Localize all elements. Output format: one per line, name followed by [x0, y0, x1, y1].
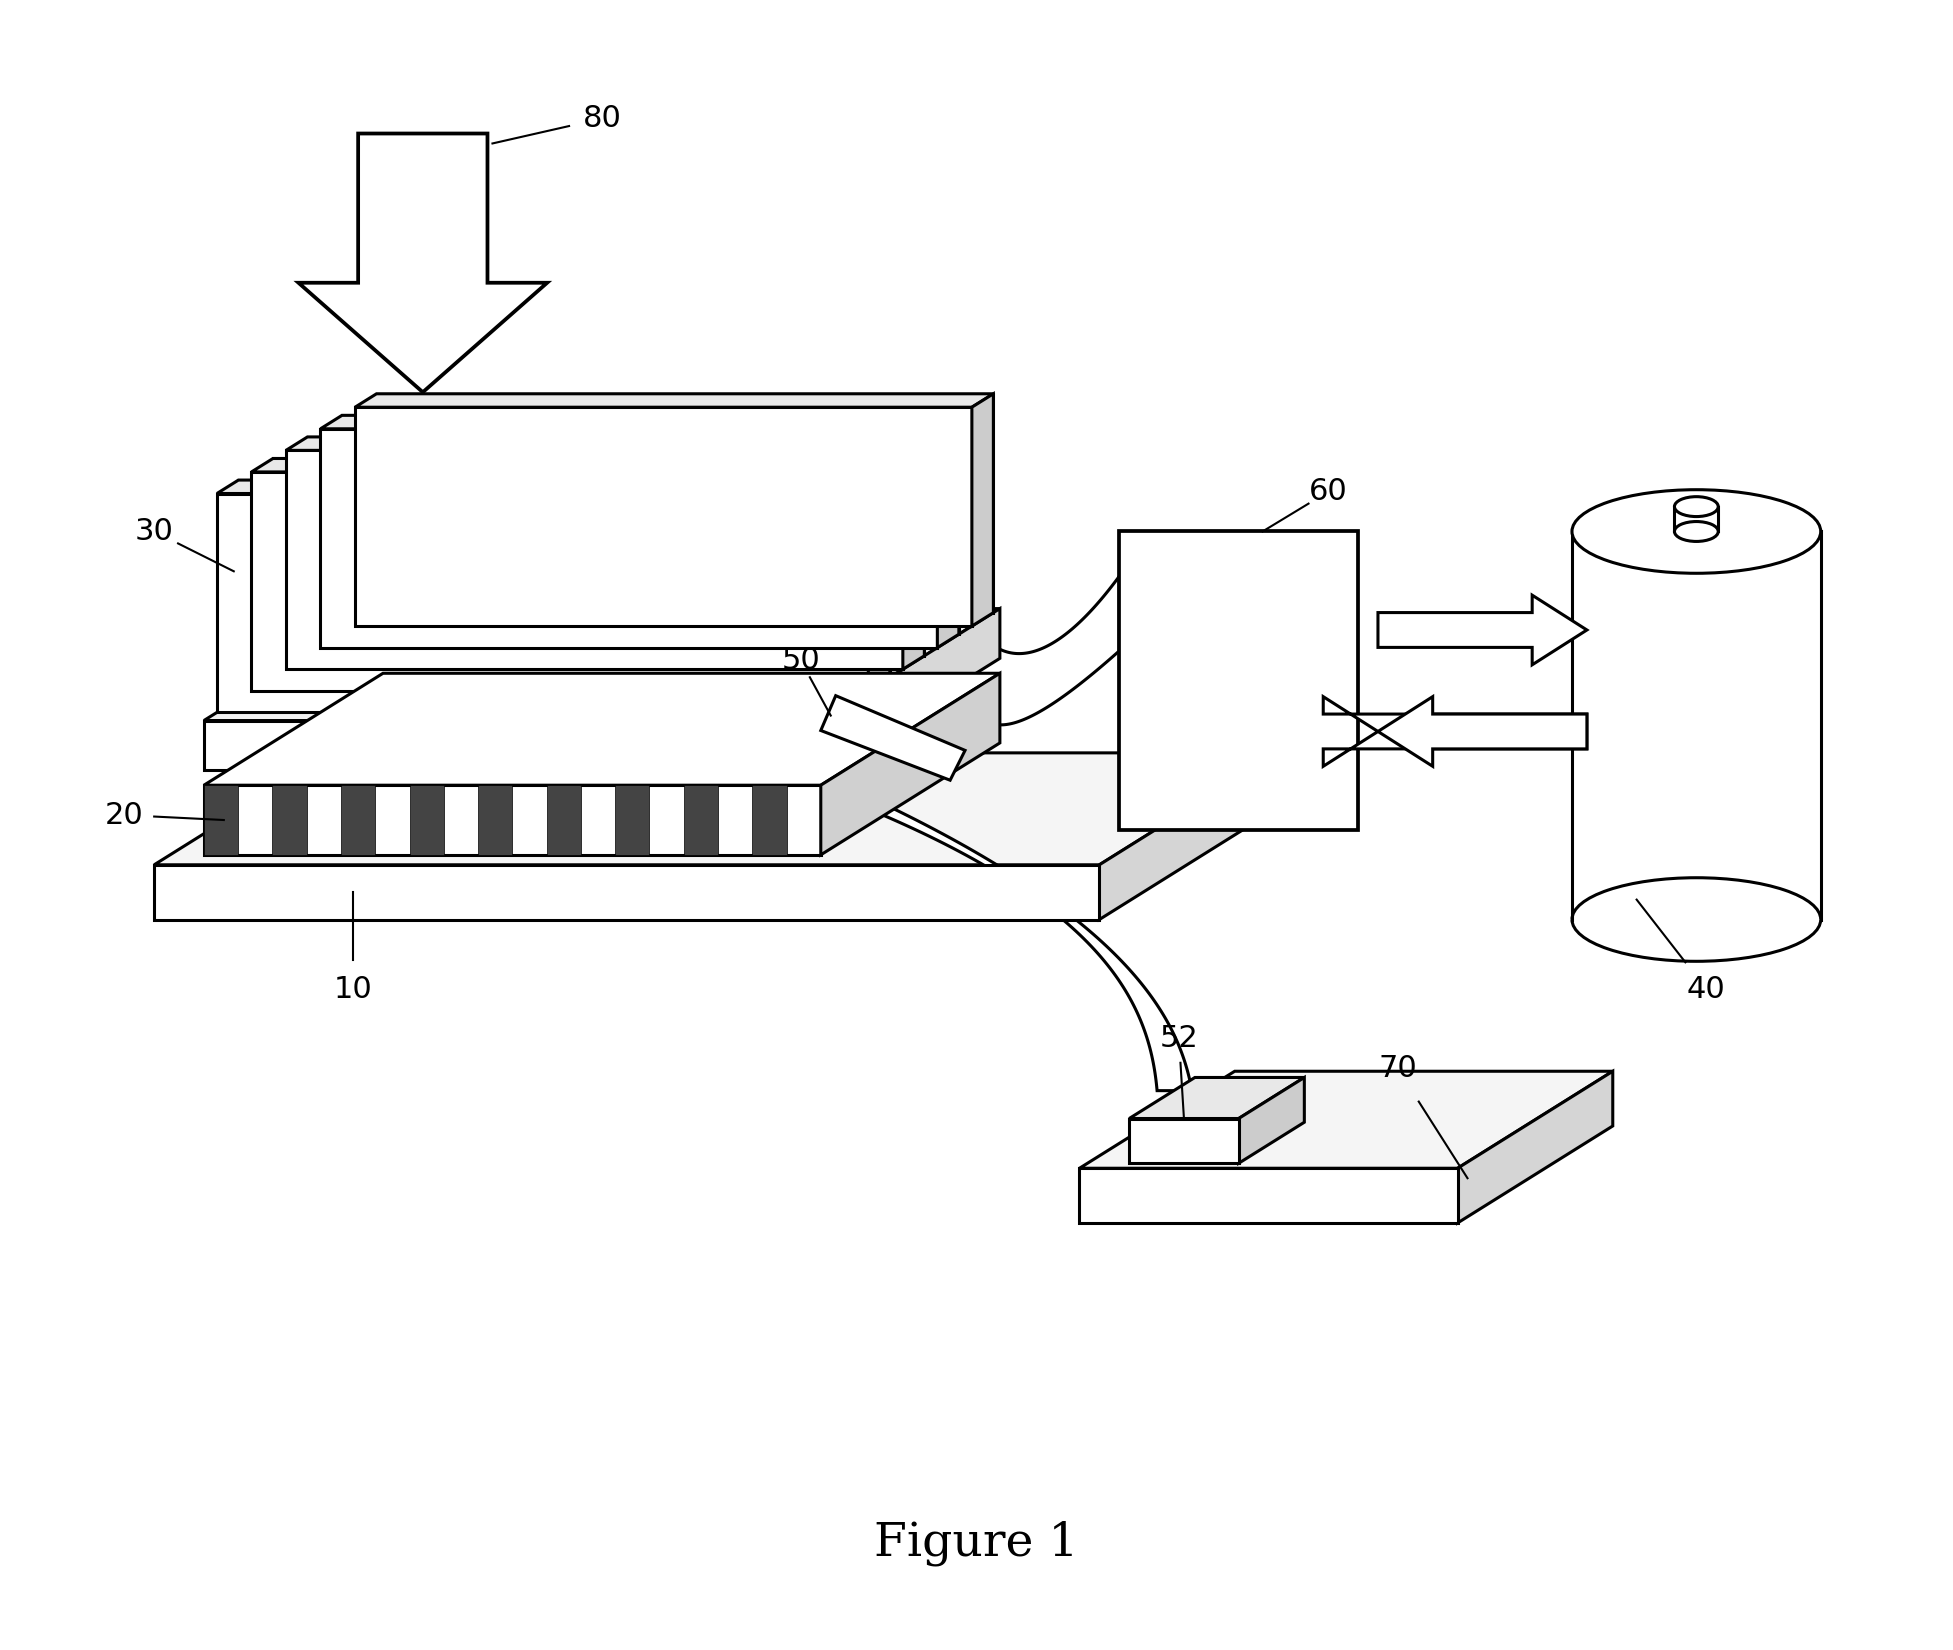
Text: 40: 40 — [1687, 975, 1726, 1003]
Polygon shape — [342, 785, 375, 855]
Polygon shape — [820, 609, 1000, 771]
Polygon shape — [1080, 1168, 1457, 1223]
Polygon shape — [273, 459, 891, 678]
Polygon shape — [973, 394, 994, 625]
Polygon shape — [203, 721, 820, 771]
Polygon shape — [820, 696, 965, 780]
Polygon shape — [971, 576, 1119, 724]
Polygon shape — [1129, 1119, 1238, 1163]
Polygon shape — [355, 408, 973, 625]
Polygon shape — [320, 416, 959, 429]
Polygon shape — [285, 437, 924, 450]
Polygon shape — [342, 416, 959, 634]
Polygon shape — [252, 459, 891, 472]
Polygon shape — [355, 394, 994, 408]
Polygon shape — [902, 437, 924, 670]
Polygon shape — [1324, 696, 1588, 766]
Polygon shape — [752, 785, 787, 855]
Polygon shape — [285, 450, 902, 670]
Polygon shape — [840, 797, 1191, 1091]
Text: 50: 50 — [781, 647, 820, 675]
Ellipse shape — [1572, 490, 1820, 573]
Polygon shape — [1080, 1071, 1613, 1168]
Polygon shape — [547, 785, 580, 855]
Polygon shape — [937, 416, 959, 648]
Polygon shape — [154, 752, 1279, 865]
Polygon shape — [478, 785, 512, 855]
Polygon shape — [203, 609, 1000, 721]
Polygon shape — [217, 493, 834, 713]
Polygon shape — [203, 673, 1000, 785]
Text: 70: 70 — [1379, 1054, 1418, 1084]
Ellipse shape — [1674, 521, 1719, 541]
Text: 80: 80 — [582, 104, 621, 134]
Polygon shape — [1572, 531, 1820, 919]
Polygon shape — [834, 480, 855, 713]
Text: Figure 1: Figure 1 — [873, 1521, 1078, 1566]
Polygon shape — [1379, 596, 1588, 665]
Polygon shape — [615, 785, 650, 855]
Polygon shape — [1457, 1071, 1613, 1223]
Polygon shape — [1379, 696, 1588, 766]
Polygon shape — [1100, 752, 1279, 919]
Polygon shape — [203, 785, 820, 855]
Text: 52: 52 — [1160, 1025, 1199, 1053]
Ellipse shape — [1674, 497, 1719, 516]
Polygon shape — [320, 429, 937, 648]
Polygon shape — [154, 865, 1100, 919]
Polygon shape — [299, 134, 547, 393]
Polygon shape — [1238, 1077, 1305, 1163]
Polygon shape — [869, 459, 891, 691]
Text: 10: 10 — [334, 975, 373, 1003]
Polygon shape — [252, 472, 869, 691]
Text: 30: 30 — [135, 516, 174, 546]
Polygon shape — [684, 785, 719, 855]
Polygon shape — [1129, 1077, 1305, 1119]
Polygon shape — [410, 785, 443, 855]
Polygon shape — [238, 480, 855, 700]
Polygon shape — [377, 394, 994, 612]
Polygon shape — [307, 437, 924, 655]
Polygon shape — [203, 785, 238, 855]
Polygon shape — [820, 673, 1000, 855]
Polygon shape — [273, 785, 307, 855]
Polygon shape — [217, 480, 855, 493]
Text: 60: 60 — [1309, 477, 1348, 507]
Bar — [1119, 531, 1357, 830]
Text: 20: 20 — [105, 800, 145, 830]
